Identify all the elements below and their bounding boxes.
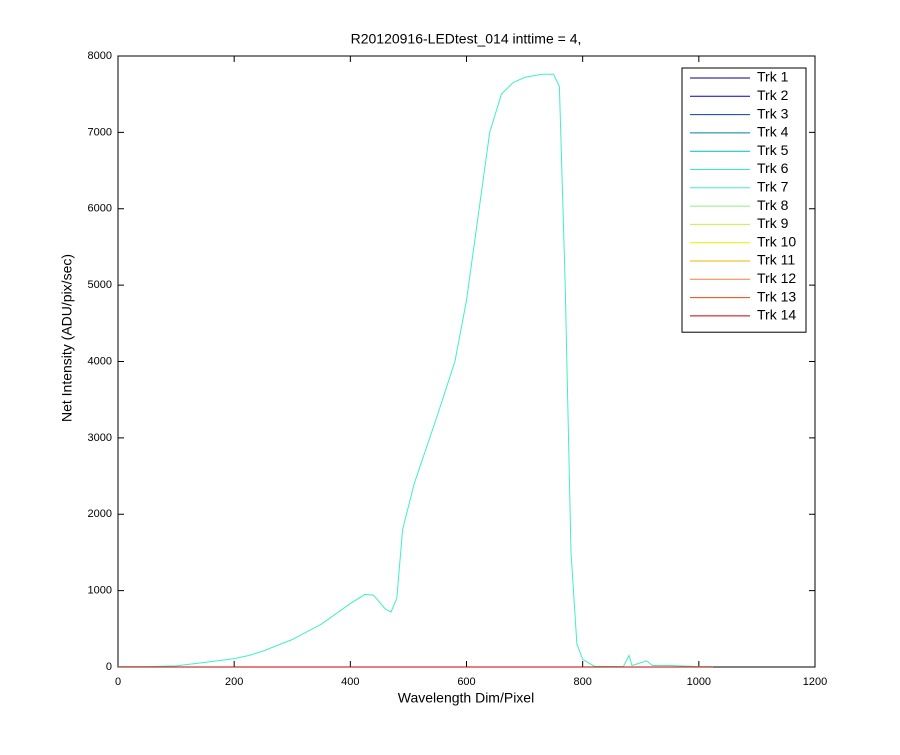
x-tick-label: 1000 — [687, 676, 711, 688]
legend-label: Trk 9 — [757, 215, 789, 231]
y-tick-label: 4000 — [88, 355, 112, 367]
legend-label: Trk 12 — [757, 270, 796, 286]
y-tick-label: 8000 — [88, 50, 112, 62]
y-axis-label: Net Intensity (ADU/pix/sec) — [59, 254, 75, 422]
chart-title: R20120916-LEDtest_014 inttime = 4, — [351, 31, 582, 47]
y-tick-label: 1000 — [88, 585, 112, 597]
y-tick-label: 6000 — [88, 203, 112, 215]
y-tick-label: 0 — [106, 661, 112, 673]
legend-label: Trk 5 — [757, 142, 789, 158]
y-tick-label: 7000 — [88, 126, 112, 138]
x-tick-label: 800 — [573, 676, 591, 688]
legend-label: Trk 4 — [757, 124, 789, 140]
series-line — [118, 73, 713, 668]
legend-label: Trk 8 — [757, 197, 789, 213]
legend-box — [681, 67, 807, 333]
x-tick-label: 600 — [457, 676, 475, 688]
y-tick-label: 5000 — [88, 279, 112, 291]
legend-label: Trk 11 — [757, 252, 795, 268]
legend-label: Trk 3 — [757, 105, 789, 121]
x-tick-label: 0 — [115, 676, 121, 688]
legend-label: Trk 6 — [757, 160, 789, 176]
legend-label: Trk 7 — [757, 179, 789, 195]
x-tick-label: 200 — [225, 676, 243, 688]
x-axis-label: Wavelength Dim/Pixel — [398, 690, 534, 706]
legend-label: Trk 10 — [757, 233, 796, 249]
legend-label: Trk 2 — [757, 87, 789, 103]
legend-label: Trk 14 — [757, 307, 796, 323]
x-tick-label: 1200 — [803, 676, 827, 688]
y-tick-label: 2000 — [88, 508, 112, 520]
x-tick-label: 400 — [341, 676, 359, 688]
y-tick-label: 3000 — [88, 432, 112, 444]
legend-label: Trk 1 — [757, 69, 789, 85]
legend-label: Trk 13 — [757, 288, 796, 304]
